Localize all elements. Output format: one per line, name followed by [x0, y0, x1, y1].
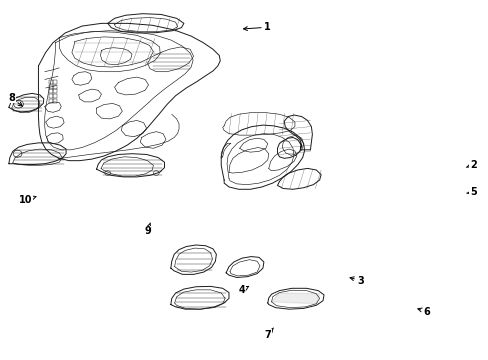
Text: 9: 9	[144, 223, 151, 236]
Text: 5: 5	[466, 187, 476, 197]
Bar	[48, 99, 52, 103]
Bar	[53, 90, 57, 93]
Text: 1: 1	[243, 22, 270, 32]
Polygon shape	[271, 293, 319, 304]
Bar	[48, 94, 52, 98]
Bar	[53, 80, 57, 84]
Text: 4: 4	[238, 285, 248, 295]
Text: 3: 3	[349, 275, 364, 285]
Bar	[53, 85, 57, 89]
Text: 6: 6	[417, 306, 429, 316]
Text: 10: 10	[19, 195, 36, 205]
Bar	[48, 90, 52, 93]
Text: 2: 2	[466, 159, 476, 170]
Bar	[53, 94, 57, 98]
Bar	[53, 99, 57, 103]
Bar	[48, 85, 52, 89]
Text: 8: 8	[8, 93, 22, 106]
Text: 7: 7	[264, 328, 273, 340]
Bar	[48, 80, 52, 84]
